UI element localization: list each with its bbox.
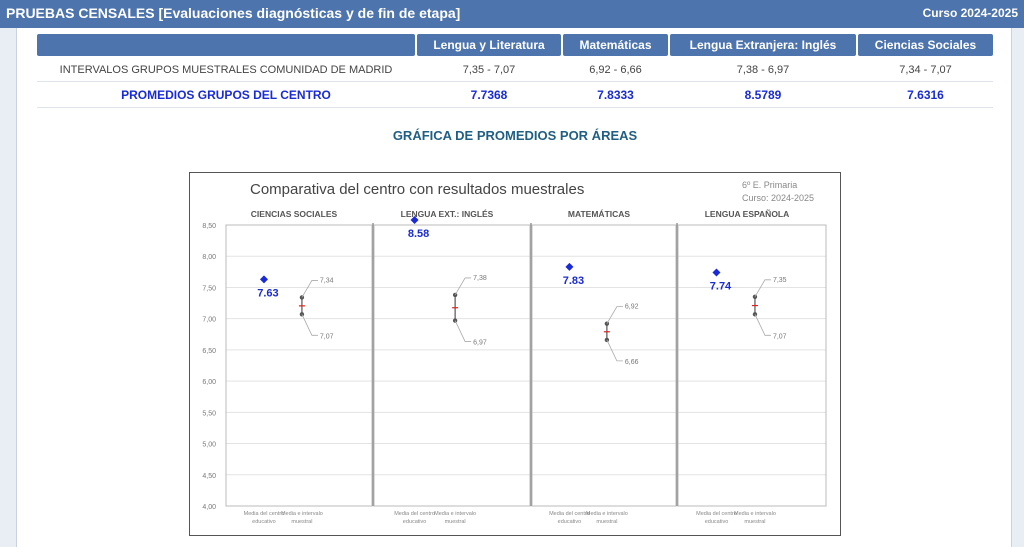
y-tick-label: 7,00	[202, 317, 216, 324]
table-header-empty	[37, 34, 415, 56]
column-header-ingles: Lengua Extranjera: Inglés	[670, 34, 856, 56]
comparison-chart: Comparativa del centro con resultados mu…	[189, 172, 841, 536]
x-category-label: educativo	[558, 519, 582, 525]
chart-title: Comparativa del centro con resultados mu…	[250, 181, 584, 198]
interval-low-label: 7,07	[773, 333, 787, 340]
y-tick-label: 4,50	[202, 473, 216, 480]
chart-subtitle: 6º E. Primaria	[742, 180, 797, 190]
interval-high-label: 7,34	[320, 277, 334, 284]
x-category-label: educativo	[403, 519, 427, 525]
y-tick-label: 8,00	[202, 254, 216, 261]
interval-low-marker	[452, 318, 458, 323]
course-label: Curso 2024-2025	[922, 6, 1018, 20]
school-mean-label: 7.74	[710, 280, 732, 292]
table-cell: 7.8333	[597, 88, 634, 102]
table-cell: 6,92 - 6,66	[589, 64, 642, 76]
leader-line	[301, 280, 318, 298]
interval-high-marker	[299, 295, 305, 300]
leader-line	[454, 320, 472, 342]
x-category-label: Media e intervalo	[281, 511, 323, 517]
interval-low-label: 6,97	[473, 340, 487, 347]
row-label: PROMEDIOS GRUPOS DEL CENTRO	[121, 88, 331, 102]
panel-frame	[531, 224, 677, 507]
x-category-label: Media e intervalo	[586, 511, 628, 517]
school-mean-label: 7.83	[563, 275, 584, 287]
interval-low-marker	[604, 337, 610, 343]
page-title: PRUEBAS CENSALES [Evaluaciones diagnósti…	[6, 5, 461, 21]
results-panel: Lengua y Literatura Matemáticas Lengua E…	[16, 28, 1012, 547]
y-tick-label: 4,00	[202, 504, 216, 511]
school-mean-label: 7.63	[257, 287, 278, 299]
table-cell: 7,35 - 7,07	[462, 64, 516, 76]
interval-high-label: 6,92	[625, 304, 639, 311]
x-category-label: muestral	[744, 519, 765, 525]
x-category-label: muestral	[596, 519, 617, 525]
interval-low-label: 6,66	[625, 359, 639, 366]
school-mean-label: 8.58	[408, 228, 429, 240]
y-tick-label: 5,50	[202, 410, 216, 417]
chart-canvas: Comparativa del centro con resultados mu…	[202, 180, 827, 525]
x-category-label: Media del centro	[394, 511, 435, 517]
table-row-intervals: INTERVALOS GRUPOS MUESTRALES COMUNIDAD D…	[37, 58, 993, 82]
school-mean-marker	[259, 275, 268, 284]
interval-high-marker	[452, 292, 458, 298]
leader-line	[606, 339, 623, 362]
row-label: INTERVALOS GRUPOS MUESTRALES COMUNIDAD D…	[59, 64, 393, 76]
school-mean-marker	[565, 262, 574, 271]
interval-high-marker	[604, 321, 610, 326]
chart-subtitle: Curso: 2024-2025	[742, 193, 814, 203]
table-cell: 7.7368	[470, 88, 508, 102]
table-cell: 8.5789	[744, 88, 782, 102]
x-category-label: muestral	[291, 519, 312, 525]
y-tick-label: 6,00	[202, 379, 216, 386]
interval-high-label: 7,38	[473, 275, 487, 282]
panel-name: LENGUA EXT.: INGLÉS	[401, 209, 494, 219]
y-tick-label: 8,50	[202, 223, 216, 230]
y-tick-label: 6,50	[202, 348, 216, 355]
leader-line	[754, 279, 771, 298]
x-category-label: educativo	[252, 519, 276, 525]
panel-frame	[373, 224, 531, 507]
table-row-means: PROMEDIOS GRUPOS DEL CENTRO 7.7368 7.833…	[37, 82, 993, 108]
x-category-label: educativo	[705, 519, 729, 525]
y-tick-label: 7,50	[202, 285, 216, 292]
leader-line	[606, 306, 623, 324]
column-header-lengua-literatura: Lengua y Literatura	[417, 34, 561, 56]
x-category-label: Media del centro	[549, 511, 590, 517]
panel-name: MATEMÁTICAS	[568, 209, 630, 219]
panel-name: CIENCIAS SOCIALES	[251, 209, 338, 219]
interval-high-label: 7,35	[773, 277, 787, 284]
leader-line	[301, 314, 318, 336]
school-mean-marker	[712, 268, 721, 277]
panel-frame	[677, 224, 827, 507]
leader-line	[754, 314, 771, 336]
panel-frame	[225, 224, 373, 507]
panel-name: LENGUA ESPAÑOLA	[705, 209, 790, 219]
x-category-label: Media e intervalo	[734, 511, 776, 517]
x-category-label: muestral	[445, 519, 466, 525]
x-category-label: Media e intervalo	[434, 511, 476, 517]
table-cell: 7,34 - 7,07	[899, 64, 952, 76]
top-header-bar: PRUEBAS CENSALES [Evaluaciones diagnósti…	[0, 0, 1024, 28]
interval-low-marker	[299, 312, 305, 317]
column-header-ciencias-sociales: Ciencias Sociales	[858, 34, 993, 56]
interval-low-label: 7,07	[320, 333, 334, 340]
y-tick-label: 5,00	[202, 442, 216, 449]
x-category-label: Media del centro	[244, 511, 285, 517]
school-mean-marker	[410, 216, 419, 225]
table-cell: 7,38 - 6,97	[736, 64, 790, 76]
leader-line	[454, 277, 472, 296]
table-cell: 7.6316	[907, 88, 944, 102]
x-category-label: Media del centro	[696, 511, 737, 517]
chart-section-title: GRÁFICA DE PROMEDIOS POR ÁREAS	[392, 128, 638, 143]
column-header-matematicas: Matemáticas	[563, 34, 668, 56]
